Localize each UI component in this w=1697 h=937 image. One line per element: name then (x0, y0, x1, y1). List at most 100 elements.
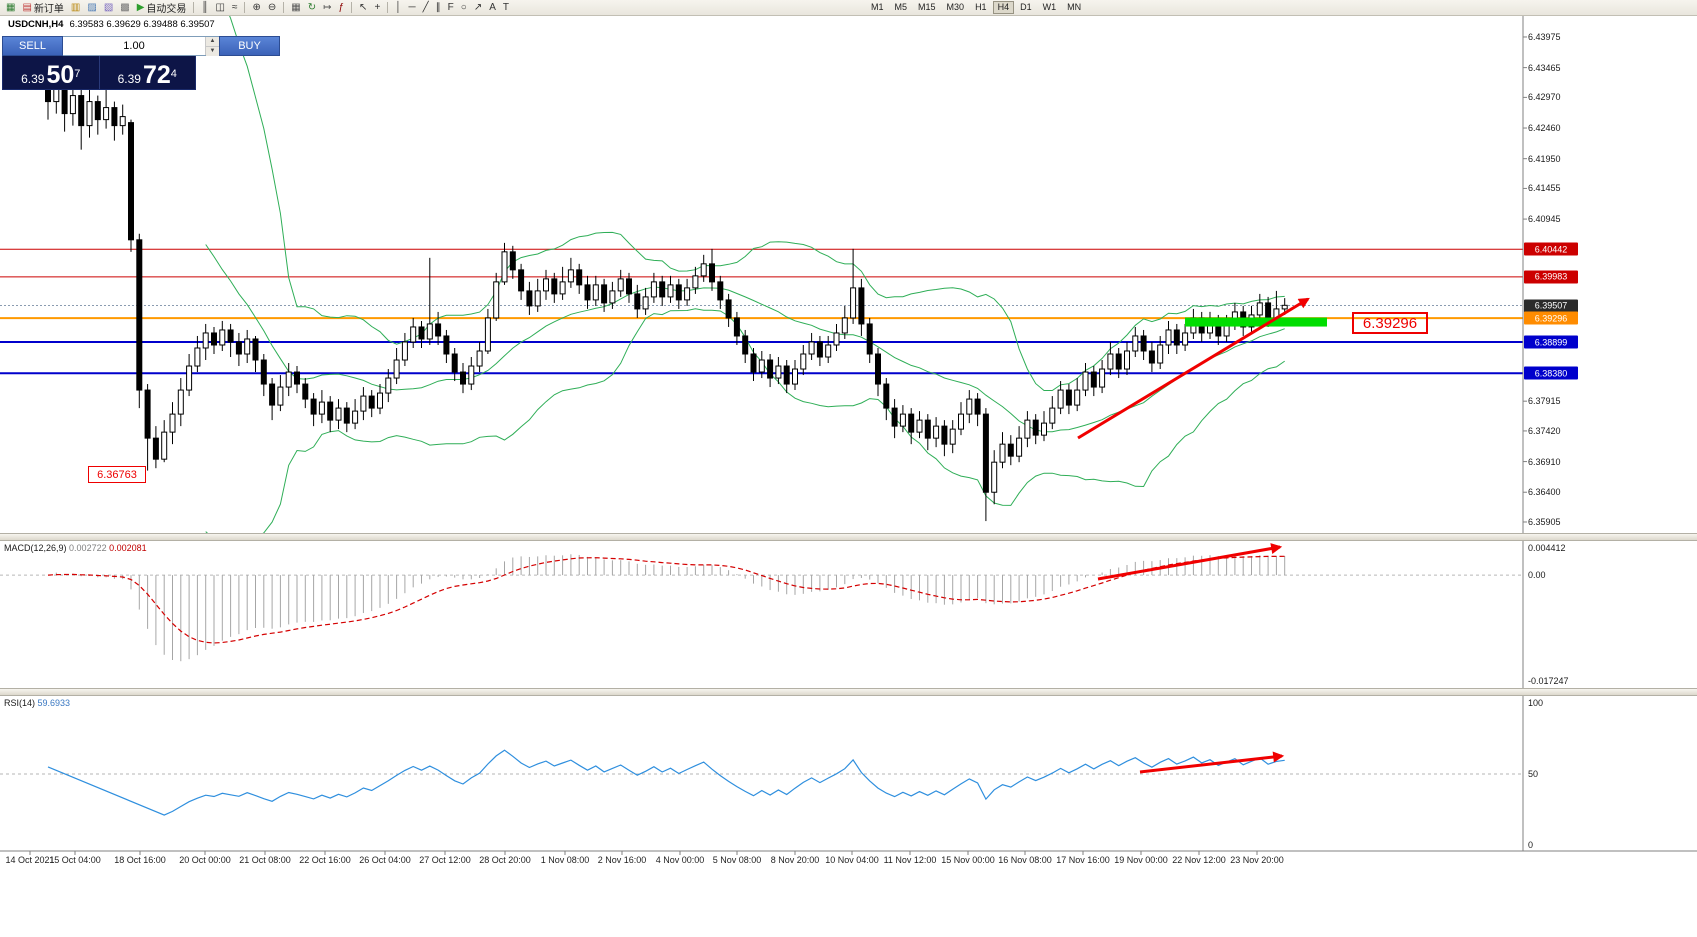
equidistant-channel-button[interactable]: ∥ (433, 1, 444, 15)
volume-input-wrap: ▲ ▼ (63, 36, 219, 56)
tile-windows-icon: ▦ (291, 1, 301, 13)
timeframe-m15[interactable]: M15 (913, 1, 941, 14)
volume-increase-button[interactable]: ▲ (206, 37, 219, 47)
timeframe-m5[interactable]: M5 (890, 1, 913, 14)
bar-chart-icon: ║ (201, 1, 209, 13)
auto-scroll-button[interactable]: ↻ (305, 1, 319, 15)
sell-button[interactable]: SELL (2, 36, 63, 56)
sell-price-prefix: 6.39 (21, 72, 45, 86)
chart-shift-icon: ↦ (323, 1, 332, 13)
volume-input[interactable] (63, 37, 205, 55)
sell-price-sup: 7 (74, 68, 81, 80)
autotrading-button[interactable]: ▶ 自动交易 (134, 1, 190, 15)
timeframe-m30[interactable]: M30 (942, 1, 970, 14)
line-chart-button[interactable]: ≈ (229, 1, 241, 15)
rsi-panel-splitter[interactable] (0, 688, 1697, 696)
buy-price-display[interactable]: 6.39 72 4 (100, 56, 196, 89)
market-watch-button[interactable]: ▥ (68, 1, 83, 15)
line-chart-icon: ≈ (231, 1, 238, 13)
trendline-icon: ╱ (422, 1, 429, 13)
equidistant-channel-icon: ∥ (435, 1, 441, 13)
toolbar-separator (283, 2, 285, 13)
zoom-in-button[interactable]: ⊕ (249, 1, 263, 15)
auto-scroll-icon: ↻ (307, 1, 317, 13)
toolbar-separator (244, 2, 246, 13)
market-watch-icon: ▥ (70, 1, 81, 13)
timeframe-h1[interactable]: H1 (970, 1, 992, 14)
timeframe-d1[interactable]: D1 (1015, 1, 1037, 14)
timeframe-w1[interactable]: W1 (1038, 1, 1062, 14)
sell-price-display[interactable]: 6.39 50 7 (3, 56, 100, 89)
zoom-in-icon: ⊕ (252, 1, 261, 13)
one-click-order-row: SELL ▲ ▼ BUY (2, 36, 280, 56)
fibonacci-button[interactable]: F (445, 1, 457, 15)
buy-price-sup: 4 (170, 68, 177, 80)
symbol-period-label: USDCNH,H4 (8, 19, 64, 30)
low-price-annotation[interactable]: 6.36763 (88, 466, 146, 483)
bar-chart-button[interactable]: ║ (198, 1, 211, 15)
buy-price-big: 72 (142, 60, 171, 89)
resistance-price-annotation[interactable]: 6.39296 (1352, 312, 1428, 334)
chart-shift-button[interactable]: ↦ (320, 1, 334, 15)
new-chart-button[interactable]: ▦ (3, 1, 18, 15)
crosshair-button[interactable]: + (371, 1, 383, 15)
horizontal-line-button[interactable]: ─ (406, 1, 419, 15)
text-icon: A (489, 1, 496, 13)
terminal-button[interactable]: ▩ (117, 1, 132, 15)
rsi-name: RSI(14) (4, 698, 36, 708)
zoom-out-button[interactable]: ⊖ (265, 1, 279, 15)
buy-price-prefix: 6.39 (117, 72, 141, 86)
timeframe-m1[interactable]: M1 (866, 1, 889, 14)
trendline-button[interactable]: ╱ (420, 1, 432, 15)
vertical-line-button[interactable]: │ (392, 1, 404, 15)
volume-spinner: ▲ ▼ (205, 37, 219, 56)
rsi-label: RSI(14) 59.6933 (4, 698, 70, 708)
cursor-button[interactable]: ↖ (356, 1, 370, 15)
timeframe-mn[interactable]: MN (1062, 1, 1086, 14)
navigator-button[interactable]: ▧ (101, 1, 116, 15)
macd-label: MACD(12,26,9) 0.002722 0.002081 (4, 543, 147, 553)
shapes-icon: ○ (460, 1, 467, 13)
new-order-label: 新订单 (33, 4, 64, 15)
indicators-button[interactable]: ƒ (335, 1, 347, 15)
data-window-button[interactable]: ▨ (84, 1, 99, 15)
navigator-icon: ▧ (103, 1, 114, 13)
volume-decrease-button[interactable]: ▼ (206, 47, 219, 56)
autotrading-label: 自动交易 (146, 4, 187, 15)
arrows-button[interactable]: ↗ (471, 1, 485, 15)
timeframe-h4[interactable]: H4 (992, 1, 1015, 14)
text-label-button[interactable]: T (500, 1, 512, 15)
toolbar: ▦ ▤ 新订单 ▥ ▨ ▧ ▩ ▶ 自动交易 ║ ◫ ≈ ⊕ ⊖ ▦ ↻ ↦ ƒ ↖ + │ ─ ╱ ∥ F ○ ↗ A T M1 M5 M1… (0, 0, 1697, 16)
toolbar-separator (193, 2, 195, 13)
toolbar-separator (387, 2, 389, 13)
zoom-out-icon: ⊖ (267, 1, 277, 13)
macd-value-main: 0.002722 (69, 543, 107, 553)
text-label-icon: T (502, 1, 509, 13)
vertical-line-icon: │ (395, 1, 402, 13)
toolbar-separator (351, 2, 353, 13)
text-button[interactable]: A (486, 1, 499, 15)
macd-panel-splitter[interactable] (0, 533, 1697, 541)
tile-windows-button[interactable]: ▦ (288, 1, 303, 15)
data-window-icon: ▨ (87, 1, 97, 13)
timeframe-switcher: M1 M5 M15 M30 H1 H4 D1 W1 MN (866, 1, 1086, 14)
new-order-icon: ▤ (22, 1, 32, 13)
autotrading-icon: ▶ (136, 1, 145, 13)
arrows-icon: ↗ (473, 1, 483, 13)
rsi-value: 59.6933 (37, 698, 71, 708)
cursor-icon: ↖ (359, 1, 368, 13)
terminal-icon: ▩ (120, 1, 130, 13)
crosshair-icon: + (374, 1, 381, 13)
new-order-button[interactable]: ▤ 新订单 (19, 1, 66, 15)
new-chart-icon: ▦ (6, 1, 16, 13)
ohlc-values: 6.39583 6.39629 6.39488 6.39507 (69, 19, 215, 30)
sell-price-big: 50 (46, 60, 75, 89)
buy-button[interactable]: BUY (219, 36, 280, 56)
candlestick-chart-button[interactable]: ◫ (213, 1, 228, 15)
macd-value-signal: 0.002081 (109, 543, 147, 553)
candlestick-chart-icon: ◫ (215, 1, 225, 13)
one-click-prices: 6.39 50 7 6.39 72 4 (2, 56, 196, 90)
shapes-button[interactable]: ○ (458, 1, 470, 15)
